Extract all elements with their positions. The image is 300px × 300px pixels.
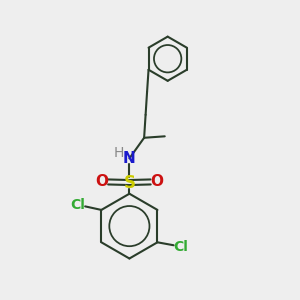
Text: O: O — [95, 174, 108, 189]
Text: Cl: Cl — [173, 240, 188, 254]
Text: S: S — [123, 173, 135, 191]
Text: N: N — [123, 151, 136, 166]
Text: Cl: Cl — [71, 198, 86, 212]
Text: O: O — [151, 174, 164, 189]
Text: H: H — [114, 146, 124, 160]
